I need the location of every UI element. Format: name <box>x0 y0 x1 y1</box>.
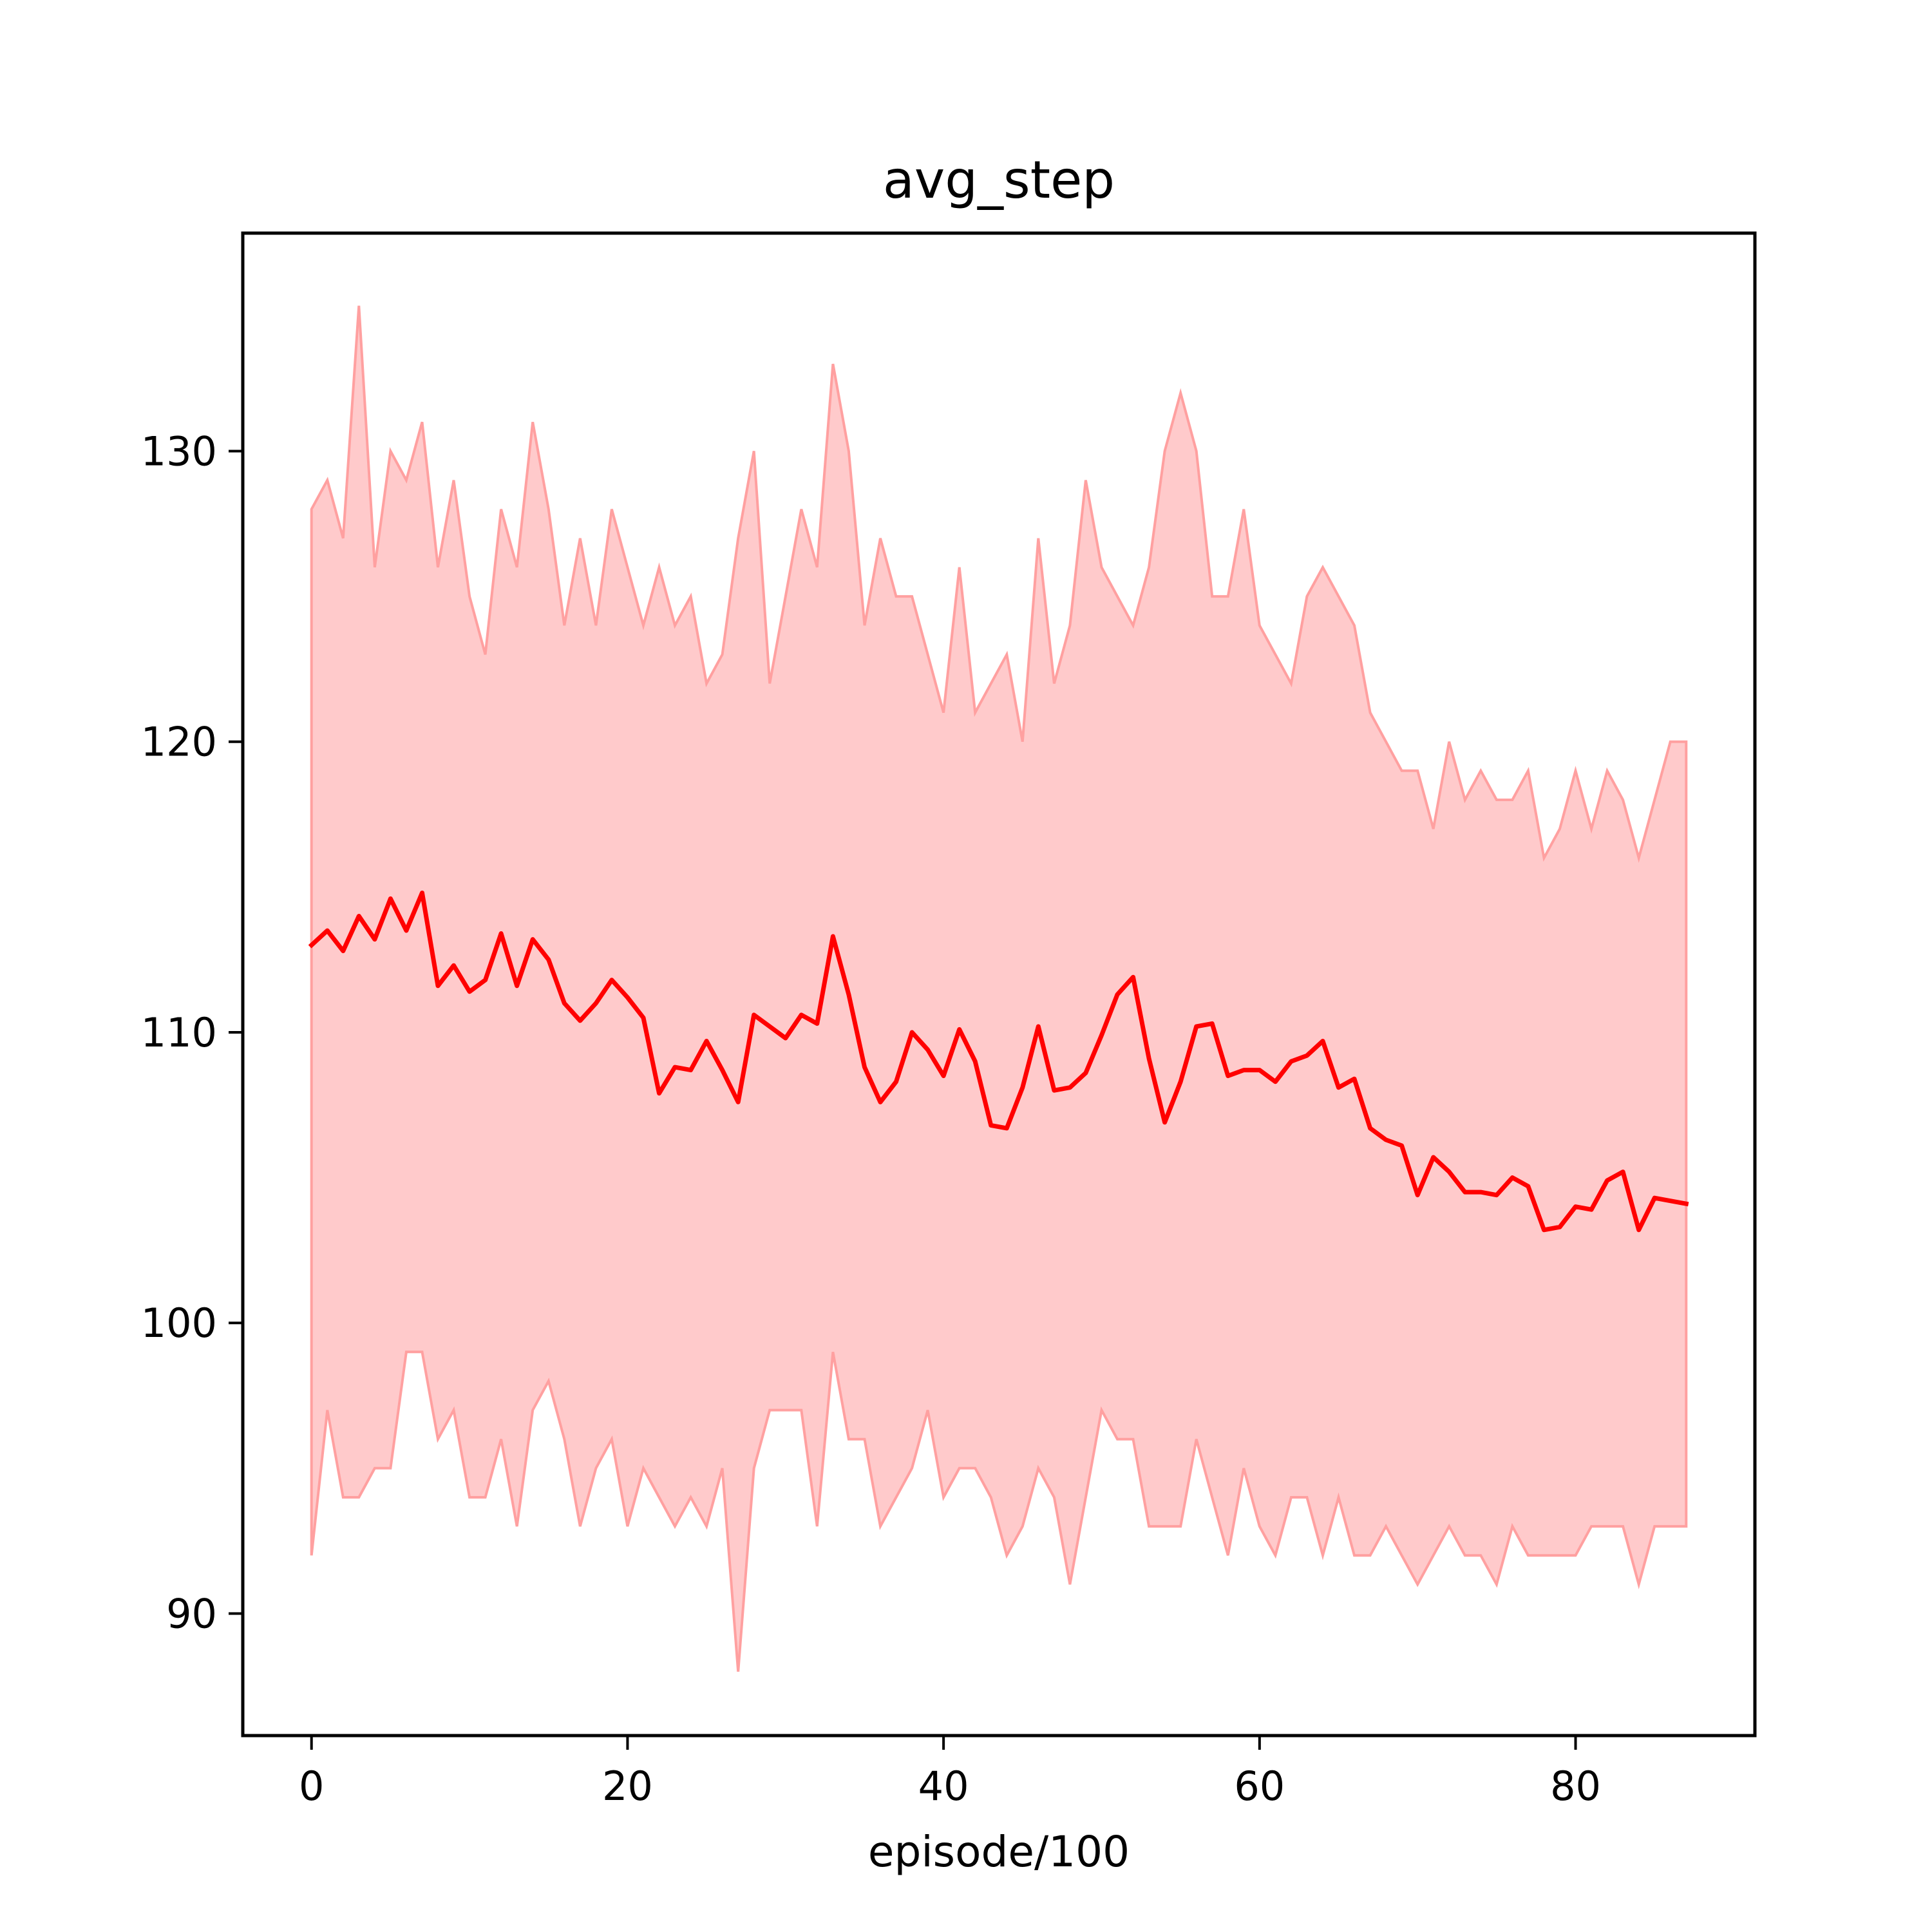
y-tick-label: 130 <box>141 428 217 475</box>
y-tick-label: 90 <box>166 1590 217 1637</box>
x-axis: 0 20 40 60 80 <box>299 1736 1601 1810</box>
x-tick-label: 60 <box>1234 1763 1285 1810</box>
x-tick-label: 0 <box>299 1763 324 1810</box>
x-tick-label: 20 <box>602 1763 653 1810</box>
axes-frame <box>241 231 1757 1738</box>
y-tick-label: 120 <box>141 719 217 766</box>
plot-area <box>308 305 1689 1672</box>
range-band <box>310 305 1688 1672</box>
x-tick-label: 80 <box>1550 1763 1601 1810</box>
mean-line <box>308 890 1689 1233</box>
chart-title: avg_step <box>883 150 1115 210</box>
x-tick-label: 40 <box>918 1763 969 1810</box>
x-axis-title: episode/100 <box>868 1827 1130 1877</box>
y-axis: 90 100 110 120 130 <box>141 428 243 1637</box>
y-tick-label: 100 <box>141 1300 217 1347</box>
y-tick-label: 110 <box>141 1009 217 1056</box>
